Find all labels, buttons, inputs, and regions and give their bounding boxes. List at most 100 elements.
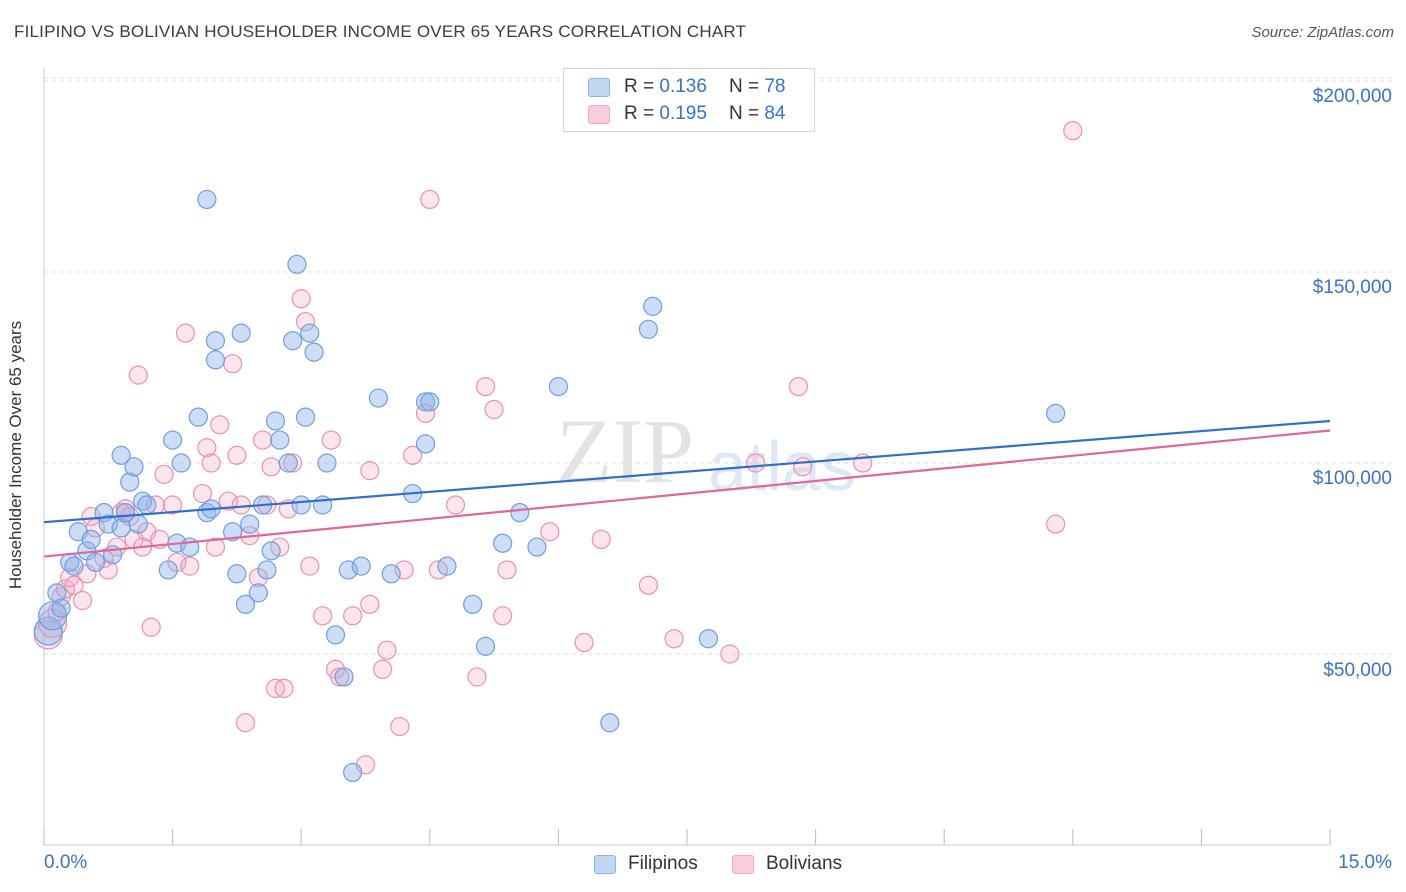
filipinos-points [33,189,1066,783]
filipino-point [257,560,277,580]
bolivian-point [343,606,363,626]
y-axis-title: Householder Income Over 65 years [6,320,25,590]
bolivian-point [793,457,813,477]
filipino-point [420,392,440,412]
filipino-point [235,594,256,614]
correlation-legend: R = 0.136 N = 78 R = 0.195 N = 84 [563,68,815,132]
filipino-point [85,552,106,572]
bolivian-point [321,430,341,450]
bolivian-point [377,640,397,660]
filipino-point [81,529,101,550]
filipino-point [261,541,281,561]
bolivian-point [201,453,221,473]
filipino-point [381,564,401,584]
n-label: N = [728,76,760,97]
filipino-point [205,331,226,351]
bolivians-legend-label: Bolivians [766,853,843,874]
filipino-point [47,583,67,603]
filipino-point [231,323,251,343]
filipino-point [493,533,513,553]
n-value: 84 [764,103,786,124]
filipino-point [205,350,226,370]
chart-title: FILIPINO VS BOLIVIAN HOUSEHOLDER INCOME … [14,22,747,41]
bolivians-points [33,121,1083,775]
n-value: 78 [764,76,786,97]
legend-item-bolivians[interactable]: Bolivians [732,852,842,876]
bolivian-point [253,430,273,450]
filipino-point [437,556,457,576]
bolivian-point [295,312,316,332]
filipino-point [163,430,183,450]
y-tick-label-200000: $200,000 [1312,86,1392,107]
bolivian-point [313,606,333,626]
filipino-point [51,598,71,618]
bolivian-point [223,354,243,374]
filipino-point [698,629,719,649]
y-tick-label-50000: $50,000 [1323,660,1392,681]
filipino-point [278,453,298,473]
bolivian-point [64,575,84,595]
bolivian-point [497,560,517,580]
bolivian-point [231,495,251,515]
filipino-point [223,522,243,542]
bolivian-point [390,716,410,737]
bolivian-point [72,590,93,611]
filipino-point [291,495,311,515]
bolivian-point [360,461,380,481]
bolivian-point [197,438,217,458]
y-tick-label-150000: $150,000 [1312,277,1392,298]
bolivian-point [180,556,200,576]
bolivian-point [745,453,766,473]
bolivian-point [540,522,560,542]
bolivian-point [403,445,423,465]
bolivian-point [360,594,380,614]
x-tick-label-max: 15.0% [1338,852,1392,873]
filipino-point [304,342,324,362]
bolivian-point [1063,121,1083,141]
filipino-point [287,254,307,274]
filipino-point [171,453,191,473]
filipino-point [240,514,260,534]
bolivian-point [394,560,414,580]
filipino-point [197,189,217,210]
filipinos-trend-line [43,419,1331,524]
filipino-point [510,503,530,523]
x-tick-label-min: 0.0% [44,852,88,873]
r-value: 0.136 [659,76,707,97]
watermark-zip: ZIP [556,400,694,502]
legend-item-filipinos[interactable]: Filipinos [594,852,698,876]
bolivian-point [210,415,230,435]
filipino-point [128,514,148,534]
bolivian-point [300,556,320,576]
bolivian-point [141,617,161,637]
filipino-point [334,667,354,687]
filipino-point [158,560,178,580]
source-label: Source: ZipAtlas.com [1251,24,1394,41]
filipino-point [317,453,337,473]
r-label: R = [624,103,655,124]
bolivian-point [218,491,238,511]
bolivian-point [193,483,213,504]
filipino-point [463,594,483,614]
bolivian-point [467,667,487,687]
filipino-point [415,392,436,412]
bolivian-point [664,629,684,649]
filipino-point [137,495,157,515]
bolivian-point [128,365,148,385]
filipino-point [351,556,371,576]
filipino-point [325,625,346,645]
bolivian-point [420,189,440,210]
filipino-point [300,323,320,343]
bolivian-point [1046,514,1066,534]
filipino-point [270,430,290,450]
bolivians-swatch [588,104,610,124]
filipinos-legend-label: Filipinos [628,853,698,874]
filipino-point [415,434,436,454]
filipino-point [64,556,84,576]
filipino-point [188,407,208,427]
bolivian-point [484,399,504,420]
filipinos-swatch [588,77,610,97]
bolivian-point [274,678,294,698]
filipino-point [600,713,620,733]
